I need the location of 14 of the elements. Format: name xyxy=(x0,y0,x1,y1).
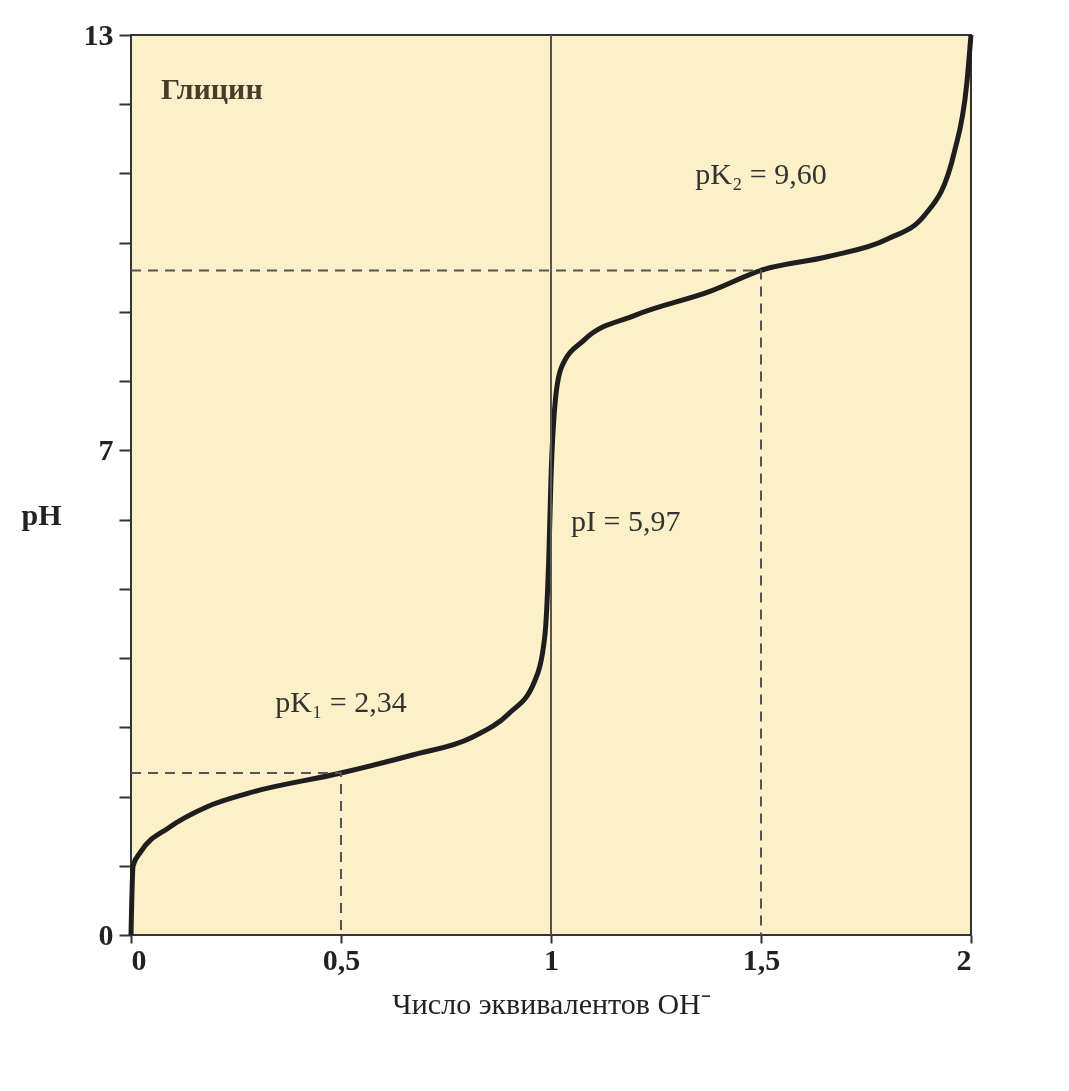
x-tick-label: 2 xyxy=(956,942,972,976)
x-tick-label: 0 xyxy=(131,942,147,976)
y-axis-title: pH xyxy=(21,497,62,531)
annotation: pK₂ = 9,60 xyxy=(695,157,827,191)
x-tick-label: 0,5 xyxy=(322,942,361,976)
x-axis-title: Число эквивалентов OH⁻ xyxy=(392,986,711,1020)
y-tick-label: 0 xyxy=(98,917,114,951)
y-tick-label: 13 xyxy=(83,17,114,51)
annotation: pI = 5,97 xyxy=(571,503,681,537)
y-tick-label: 7 xyxy=(98,432,114,466)
x-tick-label: 1 xyxy=(544,942,559,976)
x-tick-label: 1,5 xyxy=(742,942,781,976)
annotation: pK₁ = 2,34 xyxy=(275,685,407,718)
annotation: Глицин xyxy=(161,72,263,105)
